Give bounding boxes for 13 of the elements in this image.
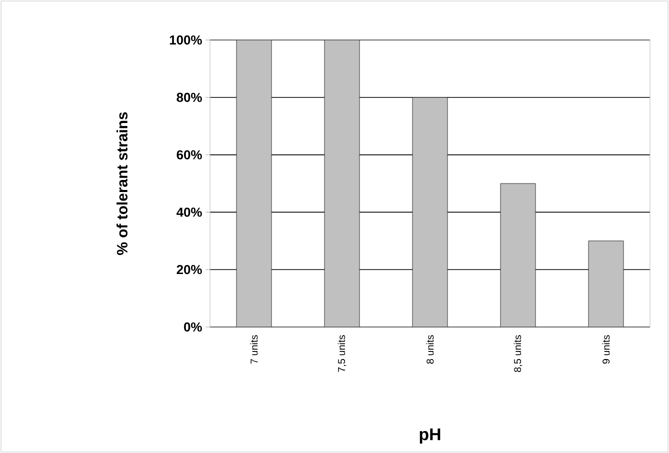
x-tick-label: 8 units bbox=[426, 335, 434, 364]
y-tick-label: 20% bbox=[176, 265, 202, 274]
y-tick-label: 80% bbox=[176, 92, 202, 102]
x-axis-title: pH bbox=[420, 428, 440, 444]
x-tick-label: 8,5 units bbox=[514, 335, 522, 372]
y-tick-label: 0% bbox=[184, 322, 202, 332]
x-tick-label: 7 units bbox=[250, 335, 258, 364]
y-axis-title: % of tolerant strains bbox=[116, 112, 128, 255]
x-tick-label: 9 units bbox=[602, 335, 610, 364]
y-tick-label: 100% bbox=[170, 35, 202, 45]
y-tick-label: 60% bbox=[176, 150, 202, 160]
y-tick-label: 40% bbox=[176, 208, 202, 217]
x-tick-label: 7,5 units bbox=[338, 335, 346, 372]
